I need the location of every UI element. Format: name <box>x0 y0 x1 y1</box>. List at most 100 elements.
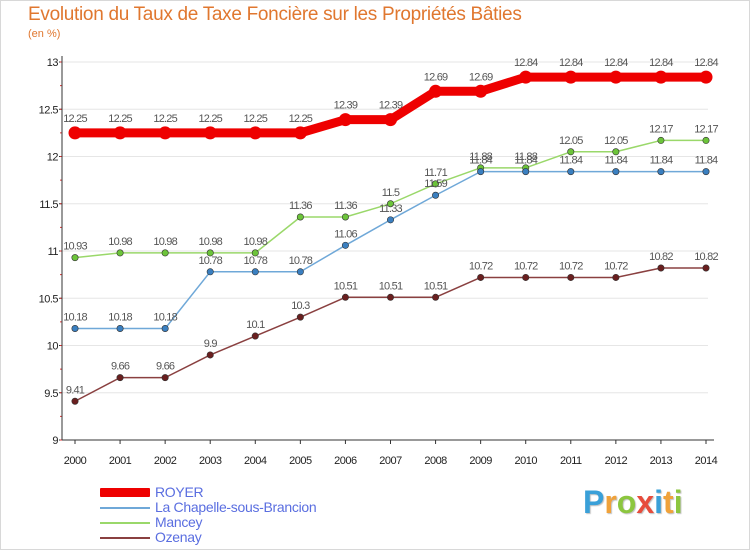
x-tick-label: 2014 <box>695 455 718 467</box>
data-label: 12.39 <box>334 100 358 112</box>
data-label: 12.25 <box>63 113 87 125</box>
legend-label-royer: ROYER <box>155 484 204 500</box>
legend-label-mancey: Mancey <box>155 514 203 530</box>
data-label: 12.84 <box>559 57 583 69</box>
data-point <box>477 168 485 176</box>
y-tick-label: 12.5 <box>39 104 59 116</box>
legend-item-mancey: Mancey <box>100 514 440 530</box>
data-label: 12.69 <box>469 71 493 83</box>
data-point <box>609 70 623 84</box>
data-label: 12.05 <box>559 135 583 147</box>
data-point <box>71 324 79 332</box>
data-point <box>71 397 79 405</box>
x-tick-label: 2007 <box>379 455 402 467</box>
data-label: 11.71 <box>424 167 447 179</box>
data-label: 12.84 <box>514 57 538 69</box>
data-label: 10.98 <box>108 236 132 248</box>
data-point <box>702 168 710 176</box>
data-label: 12.84 <box>694 57 718 69</box>
data-label: 11.84 <box>469 155 492 167</box>
data-point <box>68 126 82 140</box>
data-point <box>567 168 575 176</box>
logo-letter: o <box>616 484 637 520</box>
x-tick-label: 2005 <box>289 455 312 467</box>
legend-item-ozenay: Ozenay <box>100 529 440 545</box>
x-tick-label: 2011 <box>560 455 582 467</box>
data-point <box>341 241 349 249</box>
data-point <box>296 313 304 321</box>
data-point <box>161 324 169 332</box>
data-label: 10.82 <box>649 251 673 263</box>
data-point <box>702 136 710 144</box>
data-label: 10.51 <box>379 280 403 292</box>
data-label: 12.05 <box>604 135 628 147</box>
data-label: 10.72 <box>469 260 493 272</box>
data-point <box>116 249 124 257</box>
x-tick-label: 2010 <box>514 455 537 467</box>
data-label: 10.93 <box>63 241 87 253</box>
data-point <box>702 264 710 272</box>
logo-letter: r <box>604 484 617 520</box>
data-label: 10.51 <box>424 280 448 292</box>
logo-letter: P <box>583 484 605 520</box>
data-point <box>161 374 169 382</box>
data-point <box>567 273 575 281</box>
data-point <box>522 168 530 176</box>
data-label: 10.82 <box>694 251 718 263</box>
data-label: 12.25 <box>108 113 132 125</box>
data-point <box>251 249 259 257</box>
data-point <box>657 168 665 176</box>
data-label: 12.25 <box>244 113 268 125</box>
data-point <box>341 213 349 221</box>
data-point <box>564 70 578 84</box>
y-tick-label: 11 <box>48 246 59 258</box>
y-tick-label: 9.5 <box>44 388 58 400</box>
data-label: 11.84 <box>559 155 582 167</box>
data-point <box>296 213 304 221</box>
data-label: 9.41 <box>66 384 85 396</box>
y-tick-label: 10.5 <box>39 293 59 305</box>
data-label: 9.9 <box>204 338 218 350</box>
data-label: 12.84 <box>649 57 673 69</box>
legend-label-ozenay: Ozenay <box>155 529 202 545</box>
data-label: 10.18 <box>63 311 87 323</box>
data-point <box>432 180 440 188</box>
data-label: 11.5 <box>382 187 400 199</box>
data-point <box>657 264 665 272</box>
x-tick-label: 2006 <box>334 455 357 467</box>
data-point <box>113 126 127 140</box>
chart-unit-label: (en %) <box>28 28 61 40</box>
x-tick-label: 2003 <box>199 455 222 467</box>
data-label: 11.88 <box>514 151 537 163</box>
data-point <box>522 273 530 281</box>
data-label: 12.25 <box>289 113 313 125</box>
data-label: 12.84 <box>604 57 628 69</box>
data-point <box>429 84 443 98</box>
data-point <box>206 351 214 359</box>
data-point <box>612 148 620 156</box>
data-label: 10.98 <box>198 236 222 248</box>
data-point <box>116 324 124 332</box>
legend-swatch-ozenay <box>100 537 150 539</box>
data-label: 12.25 <box>153 113 177 125</box>
data-point <box>654 70 668 84</box>
proxiti-logo: Proxiti <box>583 484 683 521</box>
data-label: 10.98 <box>244 236 268 248</box>
data-point <box>384 113 397 127</box>
x-tick-label: 2000 <box>64 455 87 467</box>
logo-letter: i <box>654 484 664 520</box>
data-point <box>116 374 124 382</box>
logo-letter: x <box>636 484 655 520</box>
data-point <box>248 126 262 140</box>
data-point <box>474 84 488 98</box>
data-label: 10.98 <box>153 236 177 248</box>
data-point <box>386 216 394 224</box>
data-label: 11.84 <box>695 155 718 167</box>
data-point <box>699 70 713 84</box>
data-point <box>386 293 394 301</box>
data-label: 10.1 <box>246 319 265 331</box>
data-label: 11.06 <box>334 228 357 240</box>
data-label: 10.78 <box>198 255 222 267</box>
data-label: 11.36 <box>289 200 312 212</box>
